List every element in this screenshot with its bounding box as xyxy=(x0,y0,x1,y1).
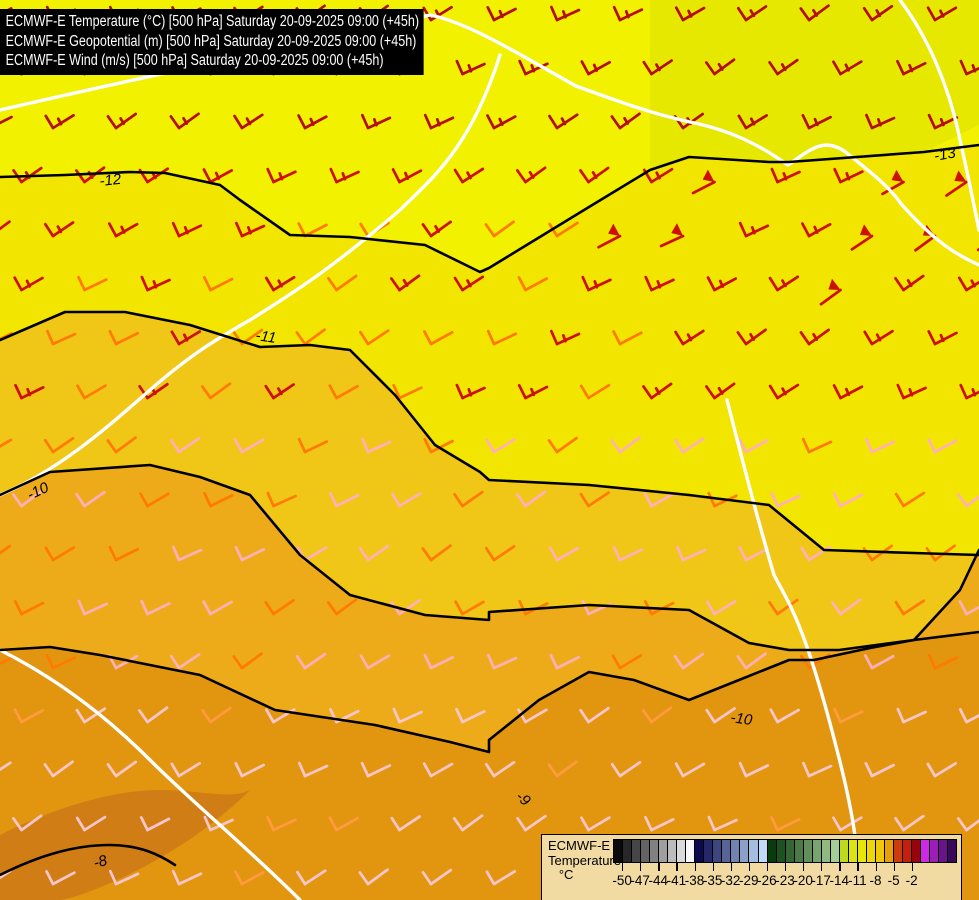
svg-text:-12: -12 xyxy=(99,171,123,190)
svg-text:-10: -10 xyxy=(729,709,753,729)
svg-text:-11: -11 xyxy=(254,327,277,347)
